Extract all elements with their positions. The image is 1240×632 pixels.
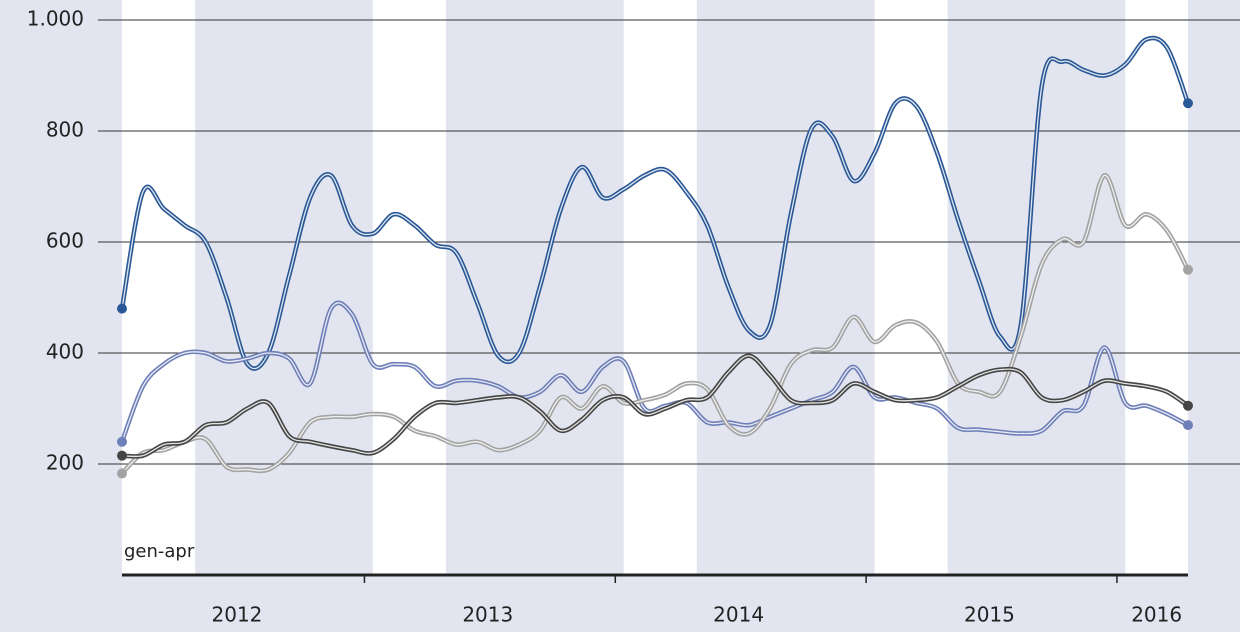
y-tick-label: 800 [46, 118, 84, 142]
annotation: gen-apr [124, 541, 195, 562]
series-line-inner [121, 37, 1189, 370]
end-point [117, 303, 127, 314]
end-point [1183, 264, 1193, 275]
highlight-band [1125, 0, 1188, 575]
x-tick-label: 2014 [713, 603, 764, 627]
x-tick-label: 2016 [1131, 603, 1182, 627]
y-tick-label: 400 [46, 340, 84, 364]
y-tick-label: 1.000 [27, 7, 84, 31]
highlight-band [623, 0, 697, 575]
highlight-band [372, 0, 446, 575]
x-tick-label: 2013 [462, 603, 513, 627]
highlight-band [874, 0, 948, 575]
x-tick-label: 2012 [212, 603, 263, 627]
series-line-inner [121, 174, 1189, 474]
x-tick-label: 2015 [964, 603, 1015, 627]
highlight-band [122, 0, 196, 575]
y-tick-label: 600 [46, 229, 84, 253]
end-point [1183, 400, 1193, 411]
series-line-inner [121, 302, 1189, 443]
end-point [1183, 420, 1193, 431]
end-point [117, 468, 127, 479]
series-line-inner [121, 355, 1189, 458]
end-point [117, 436, 127, 447]
y-tick-label: 200 [46, 451, 84, 475]
end-point [1183, 98, 1193, 109]
end-point [117, 450, 127, 461]
